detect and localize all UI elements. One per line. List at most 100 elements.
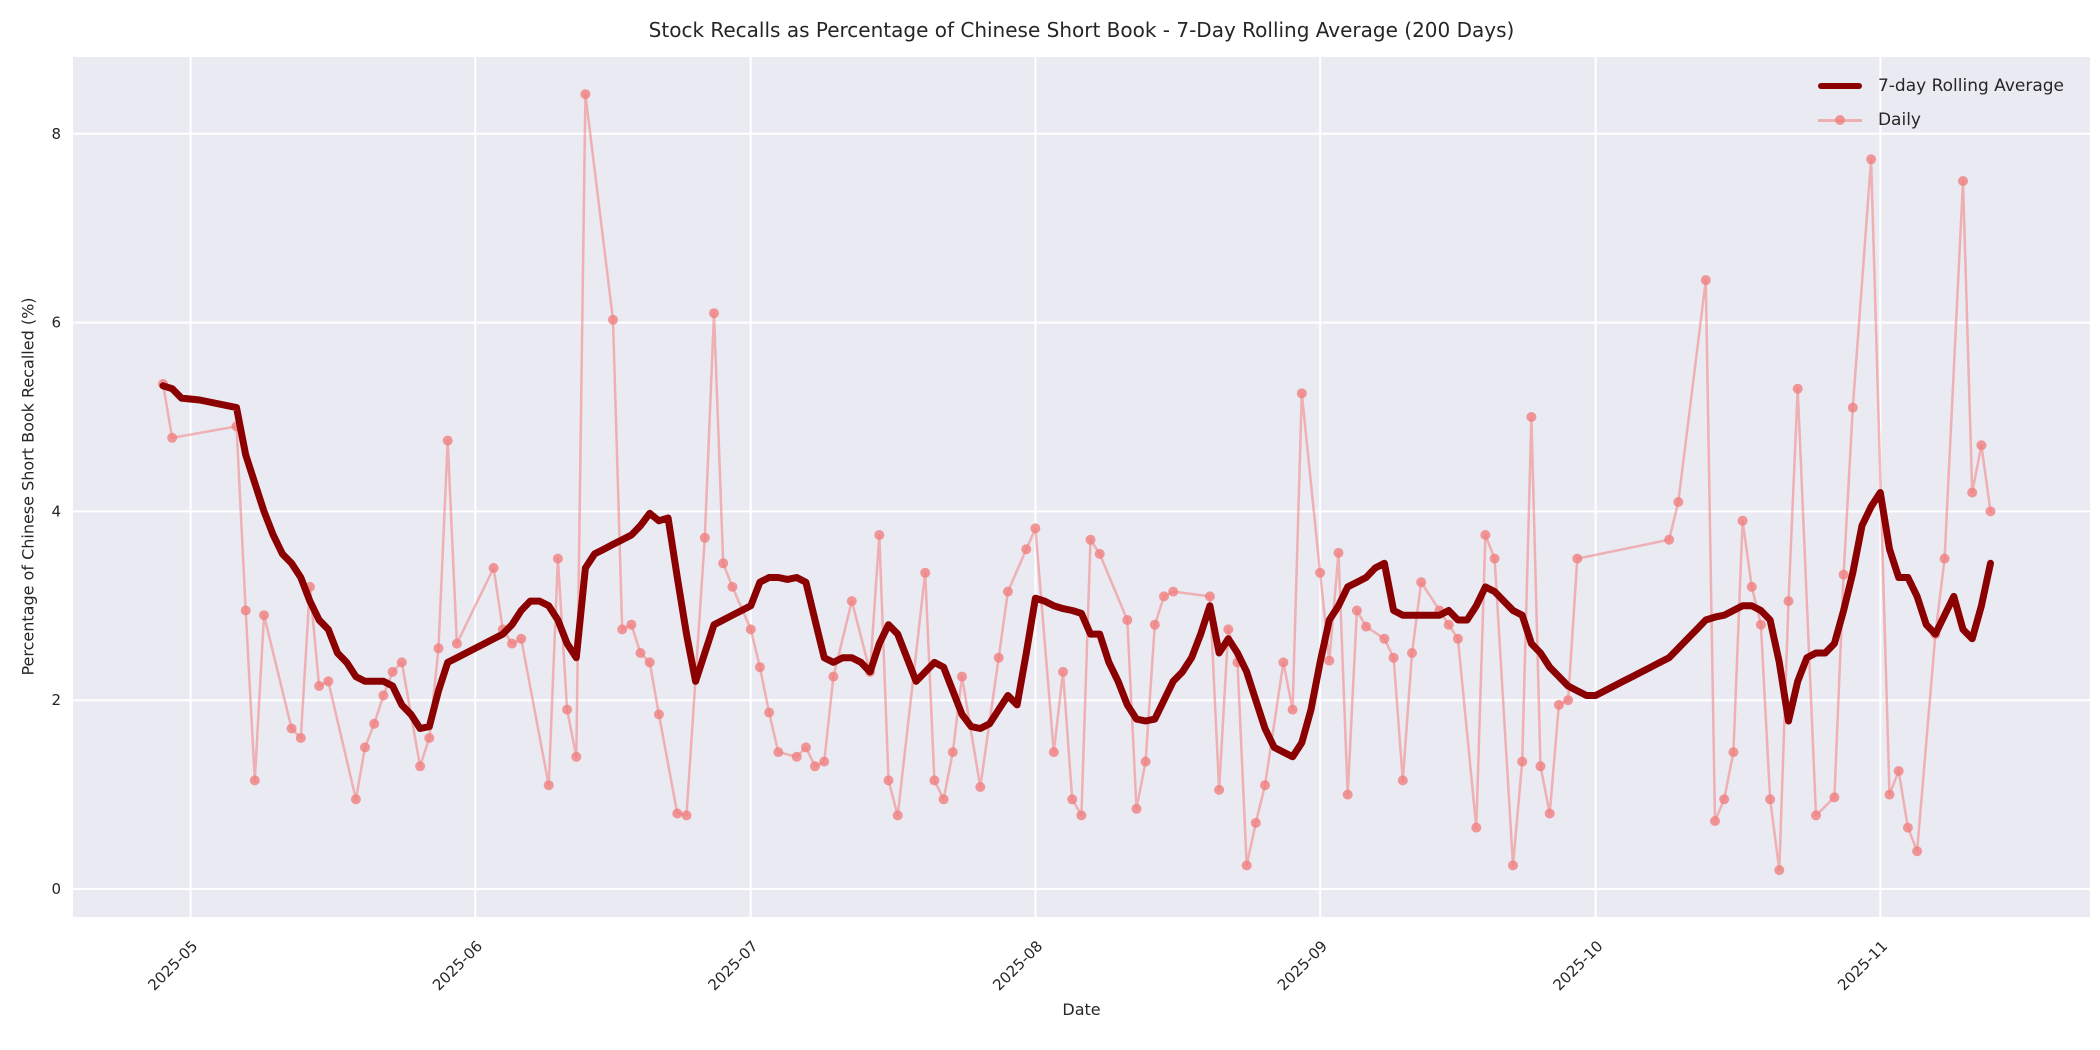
- daily-data-point: [442, 435, 453, 446]
- daily-data-point: [1094, 548, 1105, 559]
- daily-data-point: [644, 657, 655, 668]
- daily-data-point: [727, 581, 738, 592]
- daily-data-point: [387, 666, 398, 677]
- daily-data-point: [1746, 581, 1757, 592]
- daily-data-point: [1829, 792, 1840, 803]
- daily-data-point: [938, 794, 949, 805]
- legend-label-daily: Daily: [1877, 110, 1921, 130]
- y-axis-label: Percentage of Chinese Short Book Recalle…: [18, 297, 38, 676]
- x-tick-label: 2025-09: [1274, 937, 1331, 994]
- daily-data-point: [608, 314, 618, 325]
- daily-data-point: [167, 432, 178, 443]
- daily-data-point: [451, 638, 462, 649]
- daily-data-point: [1553, 699, 1564, 710]
- daily-data-point: [791, 751, 802, 762]
- daily-data-point: [1416, 577, 1427, 588]
- y-tick-label: 0: [51, 880, 61, 898]
- x-axis-label: Date: [1062, 1000, 1101, 1019]
- daily-data-point: [874, 530, 885, 540]
- daily-data-point: [1379, 633, 1390, 644]
- daily-data-point: [1480, 530, 1491, 540]
- daily-data-point: [1260, 780, 1270, 791]
- daily-data-point: [1131, 803, 1142, 814]
- daily-data-point: [562, 704, 573, 715]
- daily-data-point: [350, 794, 361, 805]
- daily-data-point: [1765, 794, 1776, 805]
- daily-data-point: [1811, 810, 1821, 821]
- daily-data-point: [1085, 534, 1096, 545]
- daily-data-point: [1122, 615, 1133, 625]
- daily-data-point: [1296, 388, 1307, 399]
- x-tick-label: 2025-06: [429, 937, 486, 994]
- daily-data-point: [1452, 633, 1463, 644]
- daily-data-point: [1278, 657, 1289, 668]
- daily-data-point: [1737, 515, 1748, 526]
- x-tick-labels: 2025-05 2025-06 2025-07 2025-08 2025-09 2025-…: [144, 937, 1891, 994]
- daily-data-point: [552, 553, 563, 564]
- daily-data-point: [1333, 547, 1344, 558]
- series-daily: [158, 89, 1996, 876]
- daily-data-point: [1149, 619, 1160, 630]
- daily-data-point: [754, 662, 765, 673]
- daily-data-point: [1866, 154, 1877, 165]
- daily-data-point: [699, 532, 710, 543]
- y-tick-label: 4: [51, 502, 61, 520]
- daily-data-point: [975, 782, 986, 792]
- daily-data-point: [249, 775, 260, 786]
- daily-data-point: [1774, 865, 1785, 876]
- daily-data-point: [1287, 704, 1298, 715]
- daily-data-point: [323, 676, 334, 687]
- daily-data-point: [240, 605, 251, 616]
- daily-data-point: [433, 643, 444, 654]
- daily-data-point: [424, 733, 435, 743]
- daily-data-point: [1315, 567, 1326, 578]
- daily-data-point: [764, 707, 775, 718]
- daily-data-point: [846, 596, 857, 607]
- daily-data-point: [580, 89, 591, 100]
- daily-data-point: [947, 747, 958, 758]
- daily-data-point: [314, 681, 325, 691]
- legend: 7-day Rolling Average Daily: [1808, 70, 2074, 136]
- daily-data-point: [1241, 860, 1252, 871]
- daily-data-point: [1058, 666, 1068, 677]
- daily-data-point: [1030, 523, 1041, 534]
- daily-data-point: [709, 308, 719, 319]
- daily-data-point: [1351, 605, 1362, 616]
- daily-data-point: [828, 671, 839, 682]
- x-tick-label: 2025-11: [1834, 937, 1891, 994]
- daily-data-point: [681, 810, 692, 821]
- x-tick-label: 2025-05: [144, 937, 201, 994]
- daily-data-point: [1912, 846, 1923, 857]
- daily-data-point: [378, 690, 389, 701]
- daily-data-point: [1939, 553, 1950, 564]
- daily-line-marker-icon: [1817, 112, 1862, 128]
- daily-data-point: [1664, 534, 1675, 545]
- y-tick-labels: 0 2 4 6 8: [51, 125, 61, 898]
- daily-data-point: [396, 657, 407, 668]
- daily-data-point: [1443, 619, 1454, 630]
- legend-item-daily: Daily: [1817, 110, 2064, 130]
- daily-data-point: [617, 624, 628, 635]
- daily-data-point: [1223, 624, 1234, 635]
- chart-title: Stock Recalls as Percentage of Chinese S…: [648, 18, 1515, 42]
- daily-data-point: [415, 761, 426, 772]
- daily-data-point: [892, 810, 903, 821]
- daily-data-point: [800, 742, 811, 753]
- y-tick-label: 6: [51, 314, 61, 332]
- legend-label-rolling-average: 7-day Rolling Average: [1877, 76, 2064, 96]
- daily-data-point: [1388, 652, 1399, 663]
- daily-data-point: [1893, 766, 1904, 776]
- daily-data-point: [1324, 655, 1335, 666]
- daily-data-point: [1517, 756, 1528, 767]
- daily-data-point: [1728, 747, 1739, 758]
- daily-data-point: [1572, 553, 1583, 564]
- daily-data-point: [1021, 544, 1032, 555]
- daily-data-point: [488, 563, 499, 573]
- daily-data-point: [1535, 761, 1546, 772]
- daily-data-point: [957, 671, 967, 682]
- gridlines: [73, 57, 2090, 917]
- daily-data-point: [1755, 619, 1766, 630]
- daily-data-point: [1471, 822, 1482, 833]
- daily-data-point: [819, 756, 830, 767]
